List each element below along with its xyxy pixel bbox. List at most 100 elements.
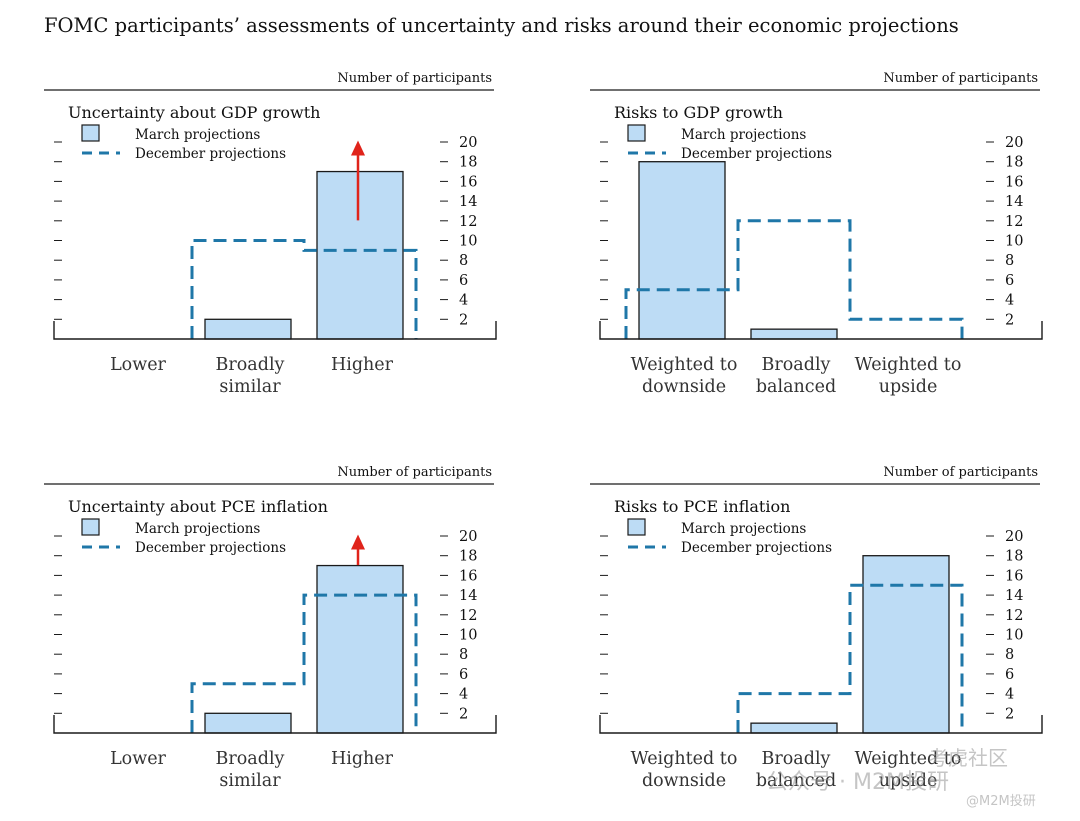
- chart-svg: Number of participants Risks to PCE infla…: [590, 465, 1043, 791]
- december-step-line: [190, 239, 418, 339]
- bar-march: [204, 318, 292, 340]
- x-category-label: upside: [879, 377, 938, 397]
- unit-label: Number of participants: [337, 465, 492, 480]
- x-category-label: similar: [219, 771, 281, 791]
- y-tick-label: 8: [1005, 253, 1014, 269]
- panel-title: Uncertainty about GDP growth: [68, 103, 320, 122]
- x-category-label: Weighted to: [631, 355, 738, 375]
- y-tick-label: 2: [459, 706, 468, 722]
- y-tick-label: 14: [459, 588, 477, 604]
- x-category-label: Broadly: [216, 355, 285, 375]
- legend-december-label: December projections: [681, 540, 832, 556]
- y-tick-label: 20: [459, 529, 477, 545]
- y-tick-label: 12: [459, 214, 477, 230]
- x-category-label: Higher: [331, 355, 394, 375]
- y-tick-label: 18: [459, 549, 477, 565]
- y-tick-label: 14: [1005, 588, 1023, 604]
- y-tick-label: 16: [459, 174, 477, 190]
- y-tick-label: 14: [459, 194, 477, 210]
- legend-march-swatch: [627, 124, 646, 142]
- y-tick-label: 20: [459, 135, 477, 151]
- x-axis: [599, 321, 1043, 340]
- bar-march: [862, 555, 950, 734]
- legend-march-swatch: [627, 518, 646, 536]
- y-tick-label: 10: [459, 234, 477, 250]
- y-tick-label: 18: [459, 155, 477, 171]
- bar-march: [316, 564, 404, 734]
- y-tick-label: 10: [1005, 234, 1023, 250]
- x-category-label: Broadly: [216, 749, 285, 769]
- y-tick-label: 6: [1005, 667, 1014, 683]
- y-tick-label: 2: [1005, 312, 1014, 328]
- legend-december-label: December projections: [135, 146, 286, 162]
- chart-panel-gdp-risks: Number of participants Risks to GDP growt…: [590, 60, 1080, 420]
- panel-title: Risks to PCE inflation: [614, 497, 790, 516]
- y-tick-label: 20: [1005, 529, 1023, 545]
- x-category-label: downside: [642, 377, 726, 397]
- y-tick-label: 10: [459, 628, 477, 644]
- watermark-handle: @M2M投研: [966, 794, 1036, 809]
- panel-title: Uncertainty about PCE inflation: [68, 497, 328, 516]
- y-tick-label: 16: [1005, 568, 1023, 584]
- change-arrow-head: [351, 140, 365, 156]
- y-tick-label: 4: [459, 687, 468, 703]
- legend-december-label: December projections: [135, 540, 286, 556]
- chart-svg: Number of participants Risks to GDP growt…: [590, 71, 1043, 397]
- x-axis: [599, 715, 1043, 734]
- y-tick-label: 10: [1005, 628, 1023, 644]
- figure-title: FOMC participants’ assessments of uncert…: [44, 14, 959, 37]
- bar-march: [750, 328, 838, 340]
- y-tick-label: 12: [459, 608, 477, 624]
- y-tick-label: 8: [1005, 647, 1014, 663]
- y-tick-label: 4: [1005, 293, 1014, 309]
- legend-march-label: March projections: [135, 127, 260, 143]
- y-tick-label: 4: [459, 293, 468, 309]
- legend-december-label: December projections: [681, 146, 832, 162]
- y-tick-label: 2: [459, 312, 468, 328]
- x-category-label: downside: [642, 771, 726, 791]
- x-category-label: upside: [879, 771, 938, 791]
- y-tick-label: 20: [1005, 135, 1023, 151]
- y-tick-label: 8: [459, 253, 468, 269]
- unit-label: Number of participants: [337, 71, 492, 86]
- y-tick-label: 4: [1005, 687, 1014, 703]
- bar-march: [750, 722, 838, 734]
- x-category-label: balanced: [756, 771, 836, 791]
- y-tick-label: 16: [459, 568, 477, 584]
- x-axis: [53, 715, 497, 734]
- x-category-label: Weighted to: [855, 749, 962, 769]
- bar-march: [638, 161, 726, 340]
- x-category-label: Broadly: [762, 749, 831, 769]
- x-category-label: balanced: [756, 377, 836, 397]
- x-category-label: Broadly: [762, 355, 831, 375]
- chart-panel-pce-uncertainty: Number of participants Uncertainty about …: [44, 454, 544, 814]
- chart-svg: Number of participants Uncertainty about …: [44, 71, 497, 397]
- unit-label: Number of participants: [883, 71, 1038, 86]
- x-category-label: Weighted to: [631, 749, 738, 769]
- y-tick-label: 6: [459, 273, 468, 289]
- y-tick-label: 16: [1005, 174, 1023, 190]
- legend-march-label: March projections: [135, 521, 260, 537]
- x-category-label: Weighted to: [855, 355, 962, 375]
- legend-march-swatch: [81, 124, 100, 142]
- december-step-line: [736, 583, 964, 733]
- x-category-label: Higher: [331, 749, 394, 769]
- panel-title: Risks to GDP growth: [614, 103, 783, 122]
- x-category-label: similar: [219, 377, 281, 397]
- legend-march-label: March projections: [681, 521, 806, 537]
- december-step-line: [190, 593, 418, 733]
- y-tick-label: 2: [1005, 706, 1014, 722]
- bar-march: [316, 170, 404, 340]
- y-tick-label: 8: [459, 647, 468, 663]
- y-tick-label: 6: [1005, 273, 1014, 289]
- x-category-label: Lower: [110, 749, 166, 769]
- y-tick-label: 6: [459, 667, 468, 683]
- y-tick-label: 18: [1005, 155, 1023, 171]
- change-arrow-head: [351, 534, 365, 550]
- x-category-label: Lower: [110, 355, 166, 375]
- y-tick-label: 18: [1005, 549, 1023, 565]
- legend-march-swatch: [81, 518, 100, 536]
- y-tick-label: 12: [1005, 608, 1023, 624]
- y-tick-label: 14: [1005, 194, 1023, 210]
- unit-label: Number of participants: [883, 465, 1038, 480]
